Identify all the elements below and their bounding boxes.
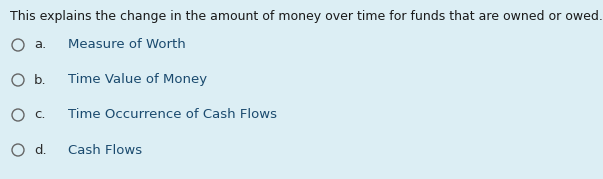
Text: Cash Flows: Cash Flows xyxy=(68,144,142,156)
Text: Time Occurrence of Cash Flows: Time Occurrence of Cash Flows xyxy=(68,108,277,122)
Text: d.: d. xyxy=(34,144,46,156)
Text: Time Value of Money: Time Value of Money xyxy=(68,74,207,86)
Text: c.: c. xyxy=(34,108,45,122)
Text: This explains the change in the amount of money over time for funds that are own: This explains the change in the amount o… xyxy=(10,10,603,23)
Text: Measure of Worth: Measure of Worth xyxy=(68,38,186,52)
Text: a.: a. xyxy=(34,38,46,52)
Text: b.: b. xyxy=(34,74,46,86)
